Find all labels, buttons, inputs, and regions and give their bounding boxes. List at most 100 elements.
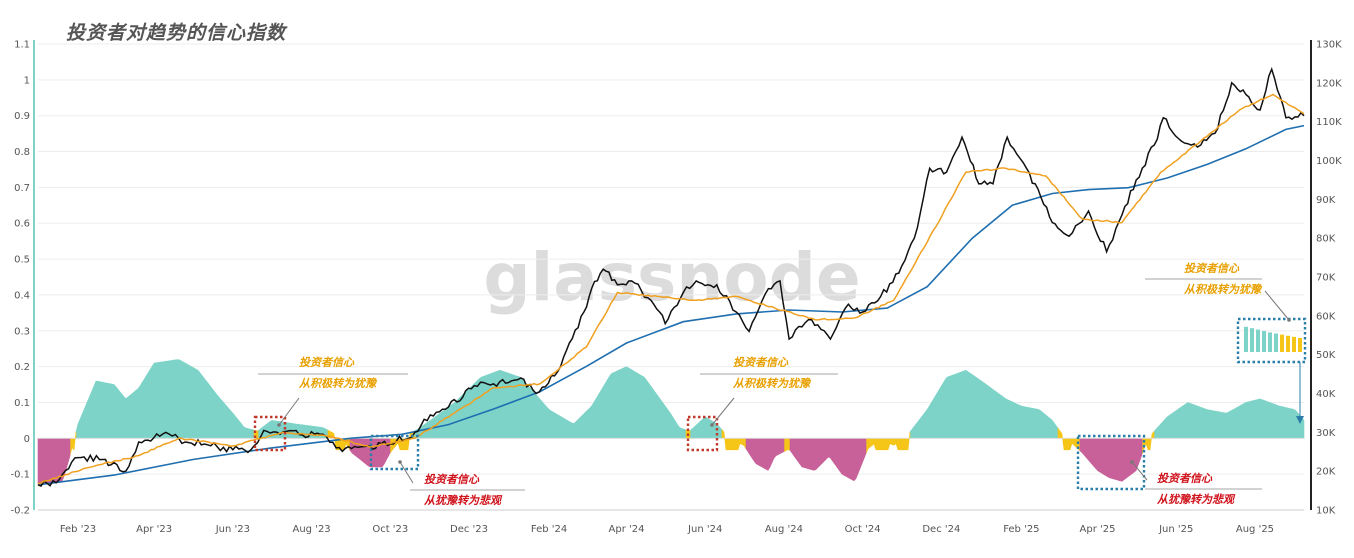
confidence-area-neutral	[69, 431, 77, 456]
confidence-area-pessimism	[745, 438, 785, 471]
annotation-pointer	[399, 461, 414, 484]
confidence-area-neutral	[721, 428, 747, 451]
right-tick-label: 80K	[1316, 234, 1336, 245]
annotation-pointer	[1131, 461, 1148, 481]
confidence-area-optimism	[909, 369, 1059, 439]
x-tick-label: Jun '24	[687, 524, 722, 535]
annotation-line1: 投资者信心	[424, 473, 480, 486]
legend-bar	[1286, 335, 1290, 352]
annotation-line2: 从积极转为犹豫	[299, 377, 378, 390]
gridlines	[38, 43, 1304, 511]
x-tick-label: Aug '24	[765, 524, 803, 535]
x-tick-label: Dec '23	[450, 524, 488, 535]
chart-title: 投资者对趋势的信心指数	[66, 22, 287, 44]
price-lines	[37, 66, 1305, 488]
confidence-area-neutral	[783, 438, 791, 453]
annotation-pointer	[711, 397, 735, 426]
annotation-pointer	[1264, 290, 1290, 321]
annotation-line2: 从犹豫转为悲观	[424, 494, 503, 507]
x-tick-label: Dec '24	[922, 524, 960, 535]
legend-bar	[1268, 332, 1272, 352]
right-tick-label: 110K	[1316, 117, 1342, 128]
annotation-pointer-tip	[277, 423, 281, 427]
right-tick-label: 60K	[1316, 311, 1336, 322]
annotation-line2: 从积极转为犹豫	[733, 377, 812, 390]
confidence-area-neutral	[865, 431, 911, 454]
left-tick-label: 0.2	[14, 362, 30, 373]
confidence-area-neutral	[1057, 427, 1081, 452]
legend-bar	[1250, 328, 1254, 352]
x-tick-label: Oct '23	[372, 524, 408, 535]
left-tick-label: 0.7	[14, 183, 30, 194]
annotation-line1: 投资者信心	[299, 356, 355, 369]
right-tick-label: 30K	[1316, 428, 1336, 439]
highlight-box-apr25	[1076, 434, 1146, 491]
x-tick-label: Jun '25	[1158, 524, 1193, 535]
confidence-area-pessimism	[789, 438, 867, 482]
left-tick-label: 1	[24, 75, 30, 86]
left-tick-label: -0.1	[10, 470, 30, 481]
confidence-area	[37, 359, 1305, 486]
annotation-pointer-tip	[710, 423, 714, 427]
annotations: 投资者信心从积极转为犹豫投资者信心从犹豫转为悲观投资者信心从积极转为犹豫投资者信…	[253, 262, 1307, 507]
axes: -0.2 -0.1 0 0.1 0.2 0.3 0.4 0.5 0.6 0.7 0.8 0.9 1 1.1…	[10, 40, 1342, 536]
confidence-area-optimism	[1153, 398, 1305, 439]
watermark: glassnode	[483, 239, 860, 316]
x-tick-label: Aug '25	[1236, 524, 1274, 535]
annotation-line1: 投资者信心	[733, 356, 789, 369]
btc-price-line	[37, 66, 1305, 488]
highlight-box-may24	[686, 415, 719, 452]
left-tick-label: 1.1	[14, 40, 30, 51]
legend-bar	[1298, 338, 1302, 352]
left-tick-label: 0.9	[14, 111, 30, 122]
right-tick-label: 100K	[1316, 156, 1342, 167]
right-tick-label: 10K	[1316, 506, 1336, 517]
legend-bar	[1244, 326, 1248, 352]
annotation-line2: 从犹豫转为悲观	[1157, 493, 1236, 506]
left-tick-label: 0	[24, 434, 30, 445]
confidence-area-optimism	[75, 359, 255, 439]
legend-bar	[1280, 334, 1284, 352]
annotation-pointer-tip	[1287, 318, 1291, 322]
legend-bar	[1256, 329, 1260, 352]
x-tick-label: Jun '23	[215, 524, 250, 535]
right-tick-label: 50K	[1316, 350, 1336, 361]
right-tick-label: 120K	[1316, 78, 1342, 89]
right-tick-label: 40K	[1316, 389, 1336, 400]
left-tick-label: 0.1	[14, 398, 30, 409]
left-tick-label: 0.8	[14, 147, 30, 158]
left-tick-label: 0.5	[14, 255, 30, 266]
legend-bar	[1274, 333, 1278, 352]
x-tick-label: Feb '25	[1003, 524, 1039, 535]
annotation-line1: 投资者信心	[1184, 262, 1240, 275]
short-ma-line	[37, 93, 1305, 485]
left-tick-label: 0.3	[14, 326, 30, 337]
left-tick-label: -0.2	[10, 506, 30, 517]
annotation-pointer	[278, 397, 300, 426]
annotation-pointer-tip	[398, 460, 402, 464]
right-tick-label: 130K	[1316, 40, 1342, 51]
right-tick-label: 90K	[1316, 195, 1336, 206]
x-tick-label: Feb '23	[60, 524, 96, 535]
legend-bar	[1262, 331, 1266, 352]
right-tick-label: 70K	[1316, 273, 1336, 284]
left-tick-label: 0.4	[14, 290, 30, 301]
legend-connector-arrow	[1296, 416, 1304, 424]
x-tick-label: Apr '24	[609, 524, 645, 535]
confidence-area-pessimism	[1079, 438, 1143, 482]
x-tick-label: Feb '24	[531, 524, 567, 535]
x-tick-label: Apr '25	[1080, 524, 1116, 535]
confidence-area-pessimism	[349, 438, 391, 468]
x-tick-label: Oct '24	[845, 524, 881, 535]
annotation-pointer-tip	[1130, 460, 1134, 464]
legend-bar	[1292, 336, 1296, 352]
x-tick-label: Apr '23	[136, 524, 172, 535]
x-tick-label: Aug '23	[292, 524, 330, 535]
highlight-box-jun23	[253, 415, 287, 452]
right-tick-label: 20K	[1316, 467, 1336, 478]
annotation-line1: 投资者信心	[1157, 472, 1213, 485]
annotation-line2: 从积极转为犹豫	[1184, 283, 1263, 296]
left-tick-label: 0.6	[14, 219, 30, 230]
confidence-area-optimism	[413, 366, 687, 439]
